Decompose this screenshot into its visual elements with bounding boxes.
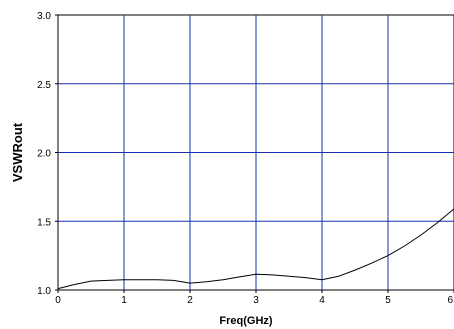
- series-line: [57, 208, 454, 290]
- x-tick-label: 4: [319, 295, 325, 306]
- x-tick-label: 2: [187, 295, 193, 306]
- x-tick-label: 6: [447, 295, 453, 306]
- x-axis-title: Freq(GHz): [219, 315, 273, 327]
- y-tick-label: 2.0: [37, 149, 51, 160]
- y-tick-label: 1.5: [37, 217, 51, 228]
- y-axis-title: VSWRout: [10, 122, 25, 182]
- axis-ticks: 0 1 2 3 4 5 6 1.0 1.5 2.0 2.5 3.0: [37, 11, 454, 306]
- series-layer: [57, 208, 454, 290]
- grid-lines: [58, 15, 454, 290]
- x-tick-label: 3: [253, 295, 259, 306]
- y-tick-label: 2.5: [37, 80, 51, 91]
- x-tick-label: 0: [55, 295, 61, 306]
- x-tick-label: 1: [121, 295, 127, 306]
- y-tick-label: 1.0: [37, 286, 51, 297]
- y-tick-label: 3.0: [37, 11, 51, 22]
- x-tick-label: 5: [385, 295, 391, 306]
